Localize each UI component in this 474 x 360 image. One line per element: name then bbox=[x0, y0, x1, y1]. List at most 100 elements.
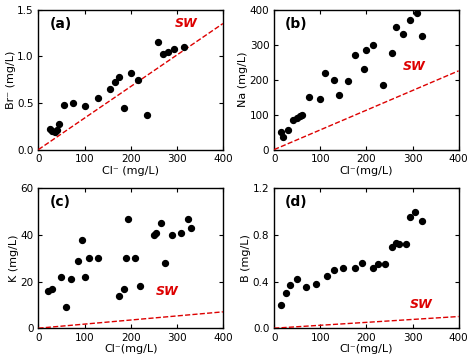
Point bbox=[277, 302, 285, 308]
Point bbox=[360, 66, 368, 72]
Point bbox=[157, 220, 164, 226]
Point bbox=[125, 216, 132, 221]
Point bbox=[317, 96, 324, 102]
Point bbox=[406, 17, 414, 23]
Point bbox=[134, 77, 141, 82]
Point bbox=[46, 126, 54, 132]
Y-axis label: Br⁻ (mg/L): Br⁻ (mg/L) bbox=[6, 50, 16, 109]
Point bbox=[152, 230, 160, 235]
Point bbox=[330, 77, 338, 82]
Point bbox=[351, 52, 359, 58]
Point bbox=[392, 240, 400, 246]
Point bbox=[392, 24, 400, 30]
Point bbox=[406, 215, 414, 220]
Point bbox=[48, 128, 56, 134]
Point bbox=[395, 241, 402, 247]
Point bbox=[277, 129, 285, 135]
Y-axis label: B (mg/L): B (mg/L) bbox=[241, 234, 251, 282]
Point bbox=[67, 276, 74, 282]
X-axis label: Cl⁻(mg/L): Cl⁻(mg/L) bbox=[340, 166, 393, 176]
Point bbox=[286, 282, 294, 288]
Point bbox=[280, 134, 287, 140]
Point bbox=[388, 244, 395, 249]
Point bbox=[381, 261, 389, 267]
Point bbox=[411, 209, 419, 215]
Point bbox=[339, 265, 347, 270]
X-axis label: Cl⁻(mg/L): Cl⁻(mg/L) bbox=[340, 345, 393, 355]
Point bbox=[95, 95, 102, 101]
Text: SW: SW bbox=[174, 17, 197, 30]
Point bbox=[155, 39, 162, 45]
Point bbox=[323, 273, 331, 279]
Point bbox=[58, 274, 65, 280]
Y-axis label: K (mg/L): K (mg/L) bbox=[9, 234, 19, 282]
Point bbox=[370, 265, 377, 270]
Point bbox=[344, 78, 352, 84]
Point bbox=[351, 265, 359, 270]
Point bbox=[418, 218, 426, 224]
Point bbox=[187, 225, 194, 231]
Point bbox=[379, 82, 386, 88]
Point bbox=[136, 283, 144, 289]
Point bbox=[48, 285, 56, 291]
Point bbox=[302, 284, 310, 290]
Text: SW: SW bbox=[403, 59, 426, 73]
Point bbox=[122, 255, 130, 261]
X-axis label: Cl⁻ (mg/L): Cl⁻ (mg/L) bbox=[102, 166, 159, 176]
Text: (d): (d) bbox=[285, 195, 308, 209]
Point bbox=[81, 274, 88, 280]
Text: (a): (a) bbox=[49, 17, 72, 31]
Text: (c): (c) bbox=[49, 195, 71, 209]
Point bbox=[178, 230, 185, 235]
Point bbox=[74, 258, 82, 264]
Point bbox=[305, 94, 312, 100]
Point bbox=[95, 255, 102, 261]
Point bbox=[81, 103, 88, 109]
Point bbox=[400, 31, 407, 37]
Point bbox=[111, 80, 118, 85]
Point bbox=[62, 304, 70, 310]
Point bbox=[374, 261, 382, 267]
Point bbox=[115, 293, 123, 298]
X-axis label: Cl⁻(mg/L): Cl⁻(mg/L) bbox=[104, 345, 157, 355]
Text: SW: SW bbox=[410, 298, 433, 311]
Point bbox=[282, 290, 290, 296]
Point bbox=[298, 112, 306, 117]
Point bbox=[330, 267, 338, 273]
Text: (b): (b) bbox=[285, 17, 308, 31]
Point bbox=[168, 232, 176, 238]
Point bbox=[79, 237, 86, 242]
Point bbox=[150, 232, 157, 238]
Point bbox=[312, 281, 319, 287]
Point bbox=[388, 50, 395, 56]
Y-axis label: Na (mg/L): Na (mg/L) bbox=[238, 52, 248, 107]
Point bbox=[171, 46, 178, 51]
Point bbox=[293, 276, 301, 282]
Point bbox=[358, 260, 365, 266]
Point bbox=[69, 100, 77, 106]
Point bbox=[335, 93, 343, 98]
Point bbox=[120, 105, 128, 111]
Point bbox=[131, 255, 139, 261]
Point bbox=[159, 51, 167, 57]
Point bbox=[143, 112, 151, 118]
Point bbox=[44, 288, 52, 294]
Point bbox=[106, 86, 114, 92]
Point bbox=[363, 47, 370, 53]
Point bbox=[164, 49, 172, 54]
Point bbox=[85, 255, 93, 261]
Point bbox=[184, 216, 192, 221]
Point bbox=[51, 129, 58, 135]
Point bbox=[127, 70, 135, 76]
Point bbox=[296, 113, 303, 119]
Point bbox=[60, 102, 68, 108]
Point bbox=[370, 42, 377, 48]
Point bbox=[284, 127, 292, 133]
Point bbox=[289, 117, 296, 123]
Point bbox=[321, 70, 328, 76]
Point bbox=[115, 74, 123, 80]
Point bbox=[180, 44, 188, 50]
Point bbox=[120, 285, 128, 291]
Text: SW: SW bbox=[156, 285, 179, 298]
Point bbox=[162, 260, 169, 266]
